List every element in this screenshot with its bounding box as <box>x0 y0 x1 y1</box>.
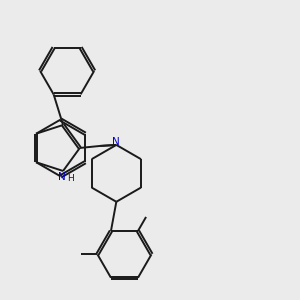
Text: N: N <box>58 172 66 182</box>
Text: H: H <box>67 174 74 183</box>
Text: N: N <box>112 137 120 147</box>
